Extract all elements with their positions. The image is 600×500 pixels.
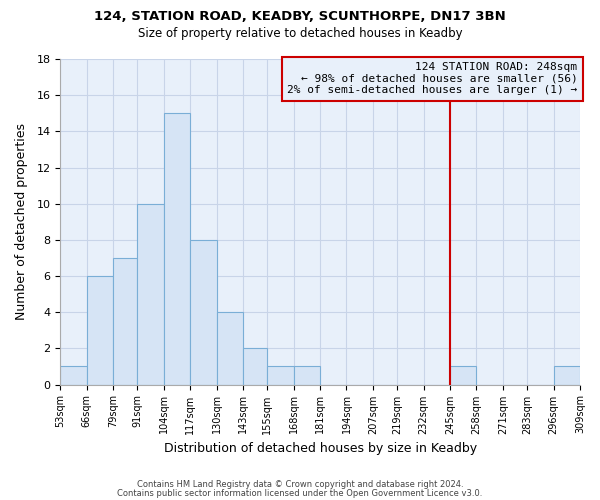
- X-axis label: Distribution of detached houses by size in Keadby: Distribution of detached houses by size …: [164, 442, 476, 455]
- Text: 124 STATION ROAD: 248sqm
← 98% of detached houses are smaller (56)
2% of semi-de: 124 STATION ROAD: 248sqm ← 98% of detach…: [287, 62, 577, 96]
- Bar: [243, 348, 267, 384]
- Text: 124, STATION ROAD, KEADBY, SCUNTHORPE, DN17 3BN: 124, STATION ROAD, KEADBY, SCUNTHORPE, D…: [94, 10, 506, 23]
- Bar: [267, 366, 293, 384]
- Bar: [137, 204, 164, 384]
- Text: Contains public sector information licensed under the Open Government Licence v3: Contains public sector information licen…: [118, 488, 482, 498]
- Bar: [113, 258, 137, 384]
- Bar: [86, 276, 113, 384]
- Bar: [293, 366, 320, 384]
- Y-axis label: Number of detached properties: Number of detached properties: [15, 124, 28, 320]
- Bar: [60, 366, 86, 384]
- Bar: [554, 366, 580, 384]
- Text: Size of property relative to detached houses in Keadby: Size of property relative to detached ho…: [137, 28, 463, 40]
- Bar: [450, 366, 476, 384]
- Text: Contains HM Land Registry data © Crown copyright and database right 2024.: Contains HM Land Registry data © Crown c…: [137, 480, 463, 489]
- Bar: [164, 114, 190, 384]
- Bar: [190, 240, 217, 384]
- Bar: [217, 312, 243, 384]
